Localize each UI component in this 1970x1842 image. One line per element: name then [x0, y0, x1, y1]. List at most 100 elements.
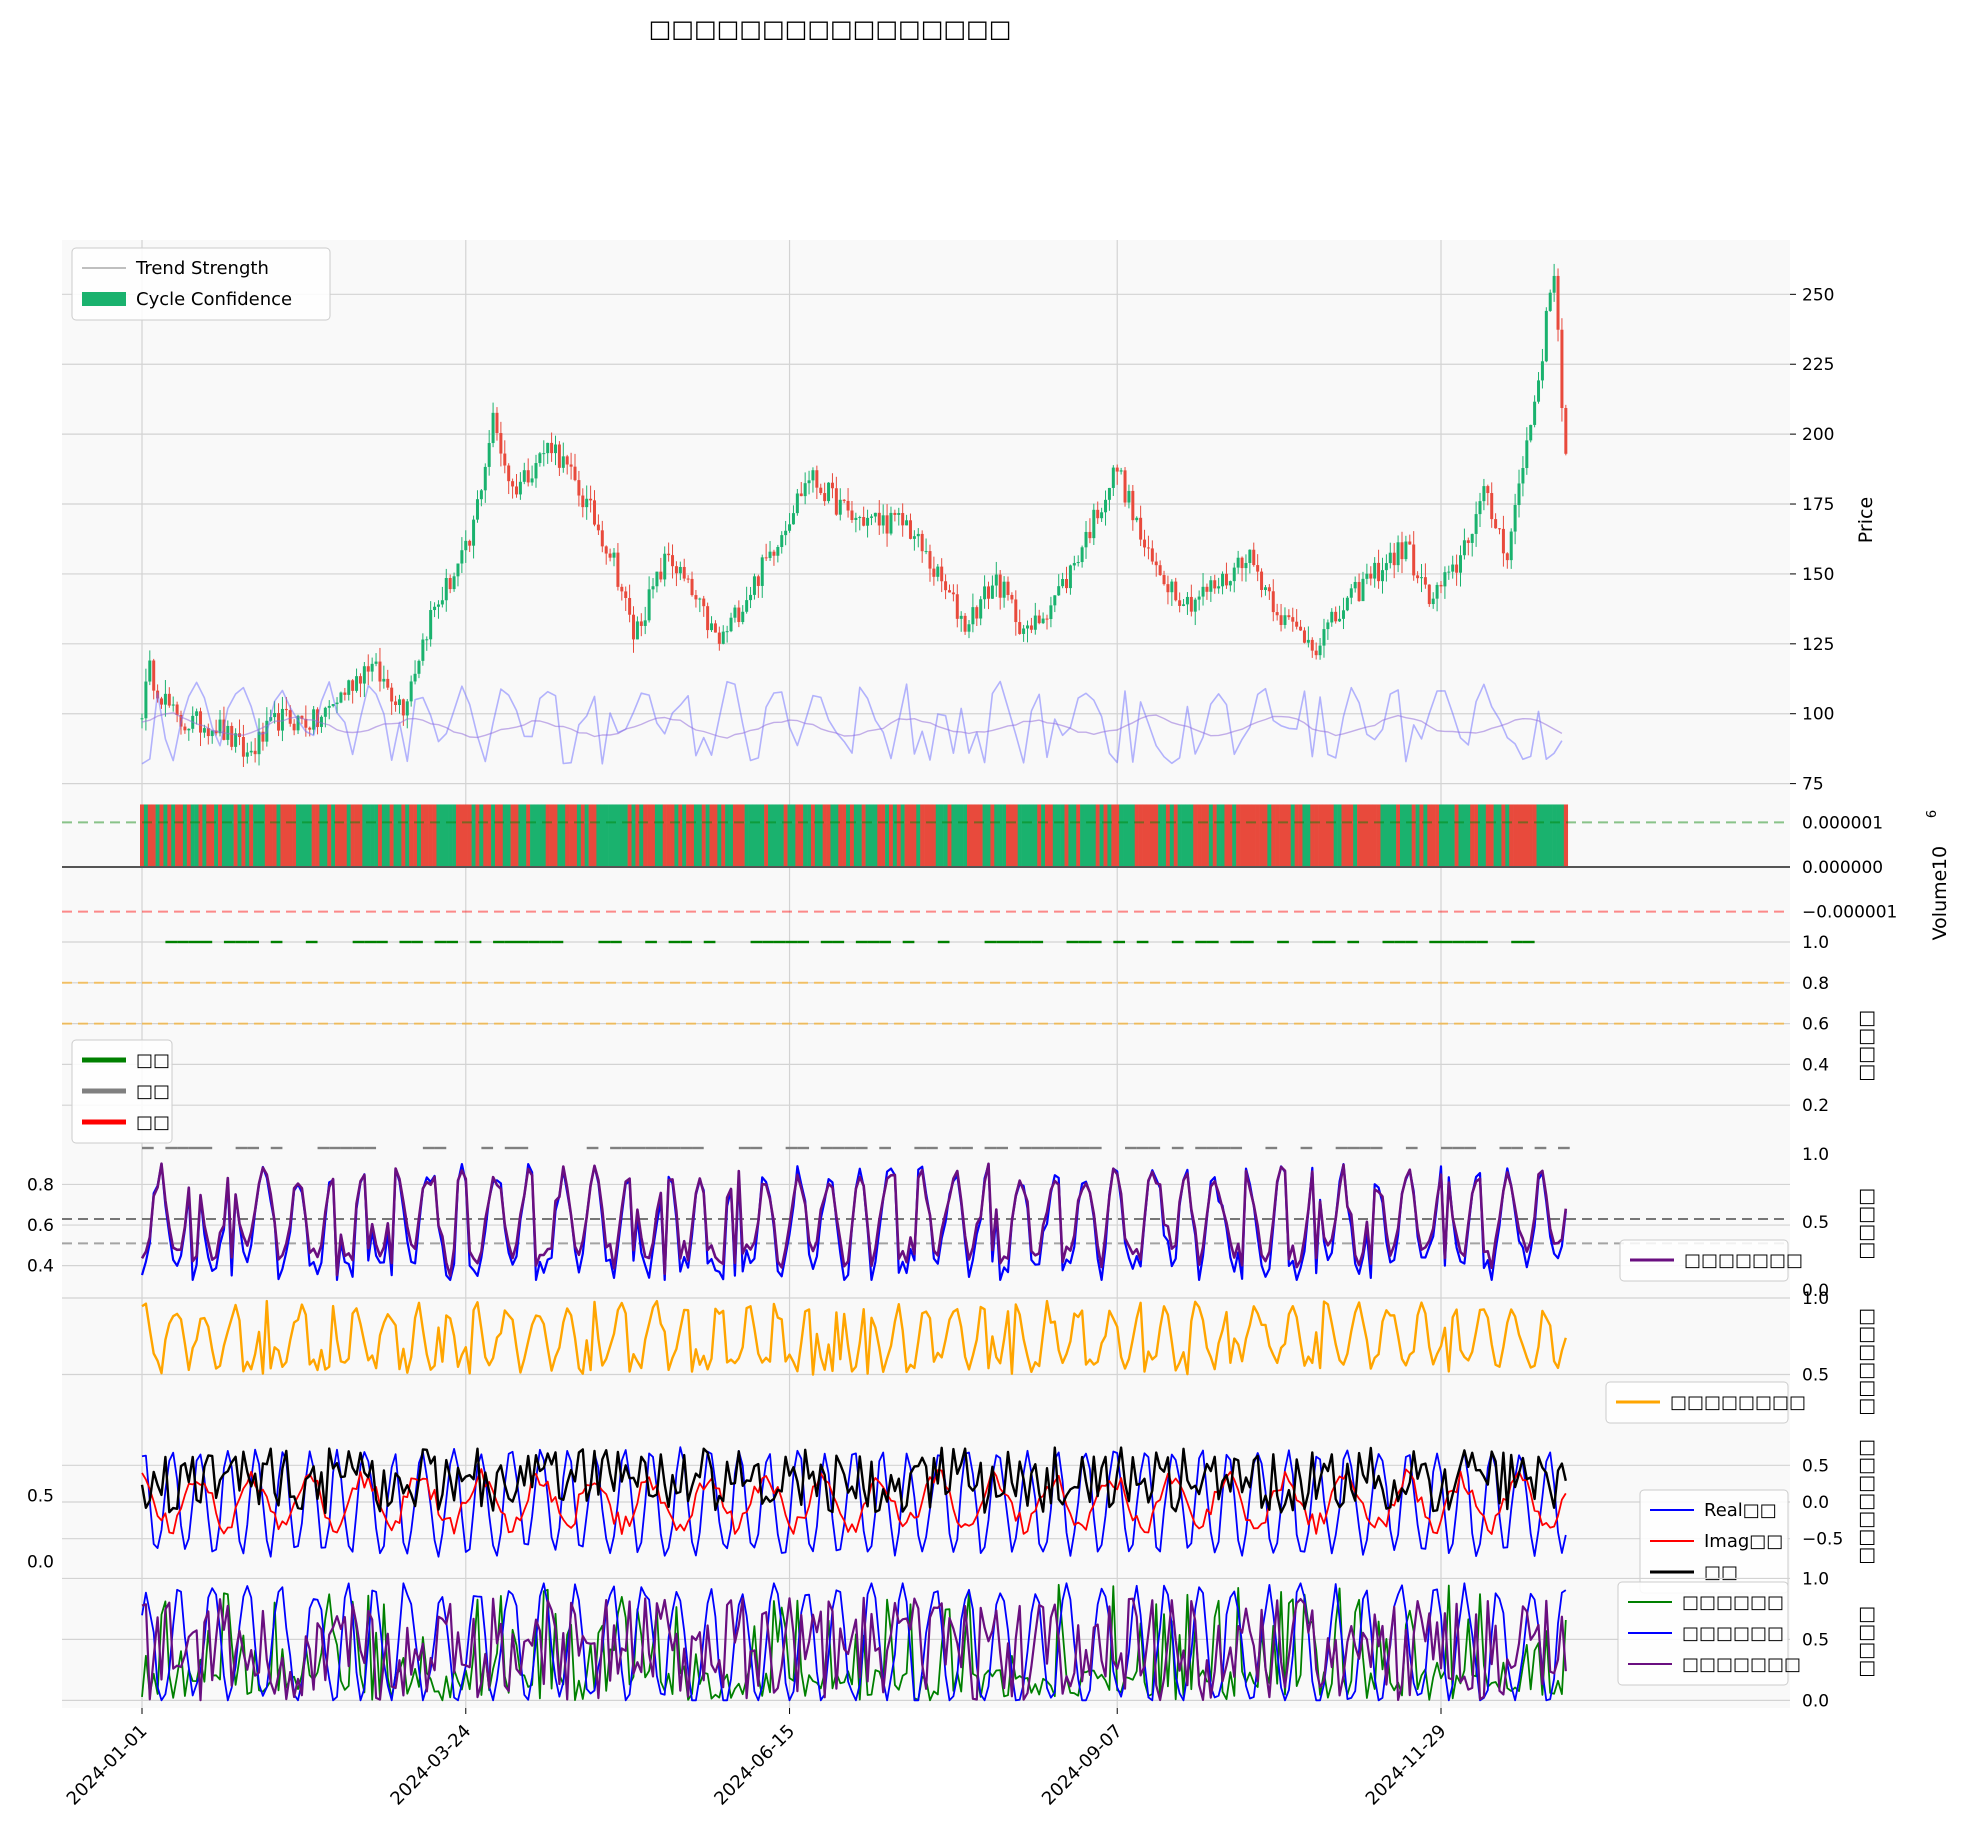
candle-body [429, 610, 433, 640]
candle-body [187, 728, 191, 731]
hilbert-left-tick-label: 0.0 [27, 1552, 54, 1572]
volume-bar [491, 804, 496, 867]
candle-body [1263, 587, 1267, 590]
candle-body [671, 555, 675, 567]
volume-bar [1025, 804, 1030, 867]
volume-bar [1520, 804, 1526, 867]
volume-bar [693, 804, 699, 867]
volume-bar [1423, 804, 1428, 867]
volume-bar [916, 804, 921, 867]
confidence-tick-label: 1.0 [1802, 1289, 1829, 1309]
volume-bar [1505, 804, 1510, 867]
candle-body [600, 530, 604, 547]
volume-bar [1454, 804, 1459, 867]
volume-bar [323, 804, 328, 867]
candle-body [355, 676, 359, 691]
volume-bar [935, 804, 940, 867]
candle-body [1310, 639, 1314, 651]
volume-bar [783, 804, 788, 867]
volume-bar [463, 804, 468, 867]
volume-bar [1236, 804, 1241, 867]
price-axis-label: Price [1855, 497, 1877, 543]
volume-bar [143, 804, 149, 867]
candle-body [1357, 581, 1361, 602]
volume-bar [986, 804, 991, 867]
candle-body [628, 597, 632, 615]
candle-body [1509, 531, 1513, 561]
candle-body [905, 520, 909, 526]
candle-body [717, 632, 721, 644]
candle-body [1564, 408, 1568, 454]
candle-body [924, 551, 928, 553]
panel-phase [62, 1150, 1790, 1294]
volume-bar [990, 804, 995, 867]
candle-body [339, 692, 343, 703]
volume-bar [1154, 804, 1159, 867]
candle-body [772, 551, 776, 556]
volume-bar [639, 804, 644, 867]
volume-bar [959, 804, 964, 867]
volume-bar [701, 804, 706, 867]
volume-bar [947, 804, 952, 867]
candle-body [986, 586, 990, 599]
volume-bar [830, 804, 835, 867]
candle-body [468, 540, 472, 546]
volume-bar [370, 804, 375, 867]
candle-body [674, 566, 678, 574]
candle-body [1361, 578, 1365, 602]
volume-bar [1442, 804, 1448, 867]
candle-body [1010, 594, 1014, 600]
candle-body [901, 513, 905, 526]
volume-bar [721, 804, 726, 867]
volume-bar [1431, 804, 1436, 867]
volume-bar [1509, 804, 1514, 867]
volume-bar [1247, 804, 1253, 867]
legend-entry: □□□□□□ [1682, 1623, 1784, 1644]
volume-bar [615, 804, 621, 867]
candle-body [706, 606, 710, 631]
phase-left-tick-label: 0.8 [27, 1175, 54, 1195]
volume-bar [319, 804, 324, 867]
volume-bar [299, 804, 305, 867]
volume-bar [627, 804, 632, 867]
legend-swatch [82, 292, 126, 306]
regime-tick-label: 1.0 [1802, 933, 1829, 953]
candle-body [394, 701, 398, 706]
volume-bar [1228, 804, 1233, 867]
candle-body [916, 533, 920, 537]
volume-bar [1064, 804, 1069, 867]
volume-bar [838, 804, 843, 867]
candle-body [277, 713, 281, 731]
candle-body [331, 704, 335, 706]
volume-bar [475, 804, 480, 867]
candle-body [994, 574, 998, 586]
phase-right-tick-label: 1.0 [1802, 1145, 1829, 1165]
volume-bar [885, 804, 890, 867]
volume-bar [1341, 804, 1346, 867]
volume-bar [643, 804, 648, 867]
volume-bar [1060, 804, 1065, 867]
volume-bar [654, 804, 660, 867]
candle-body [1084, 531, 1088, 548]
volume-tick-label: 0.000000 [1802, 858, 1883, 878]
volume-bar [1481, 804, 1487, 867]
price-tick-label: 225 [1802, 355, 1834, 375]
candle-body [304, 718, 308, 728]
candle-body [1338, 618, 1342, 622]
volume-bar [155, 804, 160, 867]
candle-body [1326, 622, 1330, 630]
volume-bar [1411, 804, 1416, 867]
candle-body [1065, 579, 1069, 589]
volume-bar [1263, 804, 1268, 867]
candle-body [686, 578, 690, 580]
candle-body [811, 470, 815, 481]
volume-bar [452, 804, 457, 867]
chart-title: □□□□□□□□□□□□□□□□ [649, 15, 1012, 43]
candle-body [897, 513, 901, 515]
volume-bar [206, 804, 211, 867]
candle-body [417, 660, 421, 674]
candle-body [386, 678, 390, 688]
volume-bar [229, 804, 234, 867]
candle-body [869, 516, 873, 518]
